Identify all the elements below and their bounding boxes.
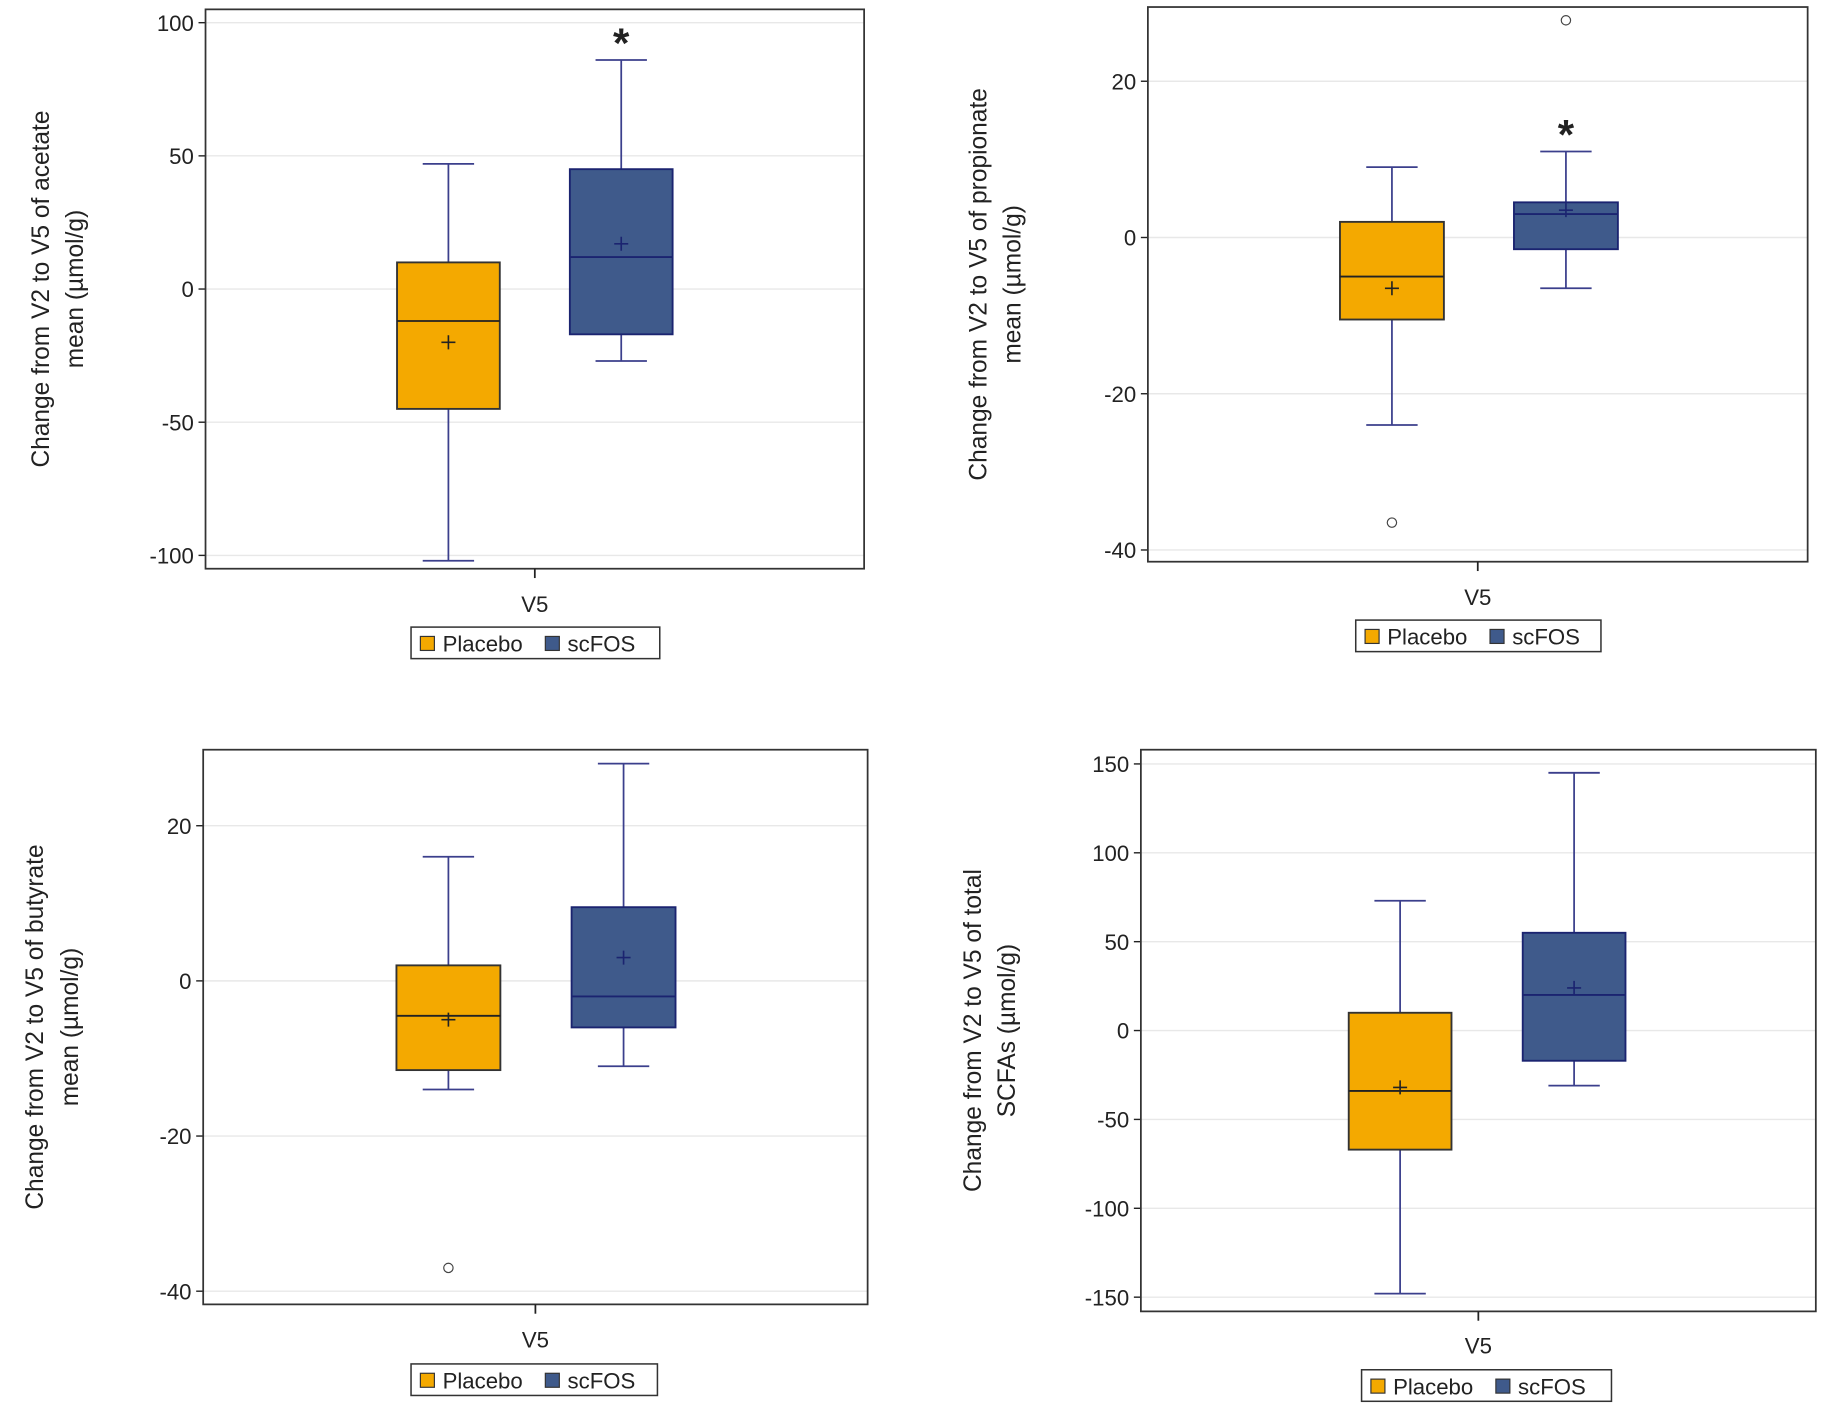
legend: Placebo scFOS: [1360, 1369, 1613, 1403]
plot-frame: [1147, 6, 1809, 563]
mean-marker: [1567, 980, 1582, 995]
legend-frame: [1354, 619, 1602, 653]
y-tick-label: -40: [159, 1279, 191, 1304]
legend-swatch-placebo: [1364, 628, 1380, 645]
y-axis-label: Change from V2 to V5 of butyrate mean (µm…: [22, 844, 84, 1209]
box-placebo: [395, 855, 502, 1274]
y-tick-label: 100: [1092, 841, 1129, 866]
box-placebo: [1339, 166, 1445, 528]
legend-swatch-placebo: [419, 1372, 435, 1388]
legend-frame: [410, 626, 661, 660]
mean-marker: [1558, 203, 1573, 218]
legend-swatch-scfos: [1495, 1378, 1511, 1394]
outlier-point: [1560, 15, 1572, 26]
legend-swatch-placebo: [419, 635, 435, 652]
y-tick-label: 20: [1112, 69, 1137, 94]
legend-swatch-placebo: [1370, 1378, 1386, 1394]
box-scfos: *: [568, 20, 674, 362]
y-tick-label: -100: [149, 544, 193, 569]
significance-asterisk: *: [1558, 111, 1575, 158]
significance-asterisk: *: [613, 20, 630, 67]
legend-label-scfos: scFOS: [568, 632, 636, 657]
y-axis-label-line: mean (µmol/g): [62, 210, 89, 369]
iqr-box: [570, 906, 677, 1029]
y-tick-label: -50: [162, 410, 194, 435]
panel-4: 150 100 50 0 -50 -100 -150 Change from V2 to V5…: [960, 748, 1817, 1403]
panel-2: 20 0 -20 -40 Change from V2 to V5 of propion…: [966, 6, 1809, 653]
mean-marker: [441, 1012, 456, 1027]
x-tick-label: V5: [1465, 1333, 1492, 1358]
mean-marker: [1393, 1080, 1408, 1095]
mean-marker: [1384, 281, 1399, 296]
y-tick-label: 100: [157, 11, 194, 36]
legend-label-scfos: scFOS: [1512, 625, 1580, 650]
mean-marker: [614, 236, 629, 251]
x-tick-label: V5: [521, 592, 548, 617]
y-axis-label-line: mean (µmol/g): [1000, 205, 1027, 364]
y-tick-label: -20: [159, 1124, 191, 1149]
box-scfos: [1521, 771, 1627, 1087]
y-axis-label: Change from V2 to V5 of propionate mean (…: [966, 88, 1027, 481]
x-tick-label: V5: [1464, 585, 1491, 610]
legend-frame: [410, 1363, 659, 1397]
legend-frame: [1360, 1369, 1613, 1403]
legend: Placebo scFOS: [1354, 619, 1602, 653]
box-scfos: [570, 762, 677, 1068]
iqr-box: [1521, 931, 1627, 1062]
y-axis-label: Change from V2 to V5 of acetate mean (µmo…: [28, 111, 89, 468]
y-tick-label: 50: [1105, 930, 1130, 955]
y-tick-label: -40: [1104, 538, 1136, 563]
panel-1: 100 50 0 -50 -100 Change from V2 to V5 of ace…: [28, 8, 865, 660]
y-tick-label: 50: [169, 144, 194, 169]
y-tick-label: 0: [179, 969, 191, 994]
plot-frame: [204, 8, 865, 570]
legend-swatch-scfos: [544, 635, 560, 652]
legend-swatch-scfos: [544, 1372, 560, 1388]
y-tick-label: -50: [1097, 1108, 1129, 1133]
legend-swatch-scfos: [1489, 628, 1505, 645]
y-axis-label-line: Change from V2 to V5 of butyrate: [22, 844, 49, 1209]
legend-label-scfos: scFOS: [568, 1368, 636, 1393]
y-axis-label-line: Change from V2 to V5 of propionate: [966, 88, 993, 481]
box-placebo: [1347, 899, 1453, 1295]
legend: Placebo scFOS: [410, 626, 661, 660]
y-tick-label: 150: [1092, 752, 1129, 777]
iqr-box: [568, 168, 674, 336]
mean-marker: [616, 950, 631, 965]
y-axis-label: Change from V2 to V5 of total SCFAs (µmol…: [960, 869, 1021, 1192]
outlier-point: [1386, 517, 1398, 528]
iqr-box: [1339, 220, 1445, 321]
mean-marker: [441, 335, 456, 350]
y-axis-label-line: mean (µmol/g): [57, 948, 84, 1107]
y-tick-label: 20: [167, 814, 192, 839]
y-tick-label: 0: [1117, 1019, 1129, 1044]
y-tick-label: -150: [1085, 1285, 1129, 1310]
y-axis-label-line: Change from V2 to V5 of acetate: [28, 111, 55, 468]
y-axis-label-line: SCFAs (µmol/g): [994, 944, 1021, 1118]
y-tick-label: -100: [1085, 1196, 1129, 1221]
y-tick-label: 0: [1124, 226, 1136, 251]
legend-label-scfos: scFOS: [1518, 1374, 1586, 1399]
plot-frame: [202, 748, 869, 1306]
legend-label-placebo: Placebo: [443, 1368, 523, 1393]
legend-label-placebo: Placebo: [443, 632, 523, 657]
y-axis-label-line: Change from V2 to V5 of total: [960, 869, 987, 1192]
y-tick-label: -20: [1104, 382, 1136, 407]
box-scfos: *: [1513, 15, 1619, 290]
y-tick-label: 0: [181, 277, 193, 302]
panel-3: 20 0 -20 -40 Change from V2 to V5 of butyrat…: [22, 748, 869, 1397]
legend-label-placebo: Placebo: [1387, 625, 1467, 650]
box-placebo: [396, 162, 501, 562]
legend-label-placebo: Placebo: [1393, 1374, 1473, 1399]
legend: Placebo scFOS: [410, 1363, 659, 1397]
outlier-point: [443, 1262, 454, 1274]
x-tick-label: V5: [522, 1328, 549, 1353]
